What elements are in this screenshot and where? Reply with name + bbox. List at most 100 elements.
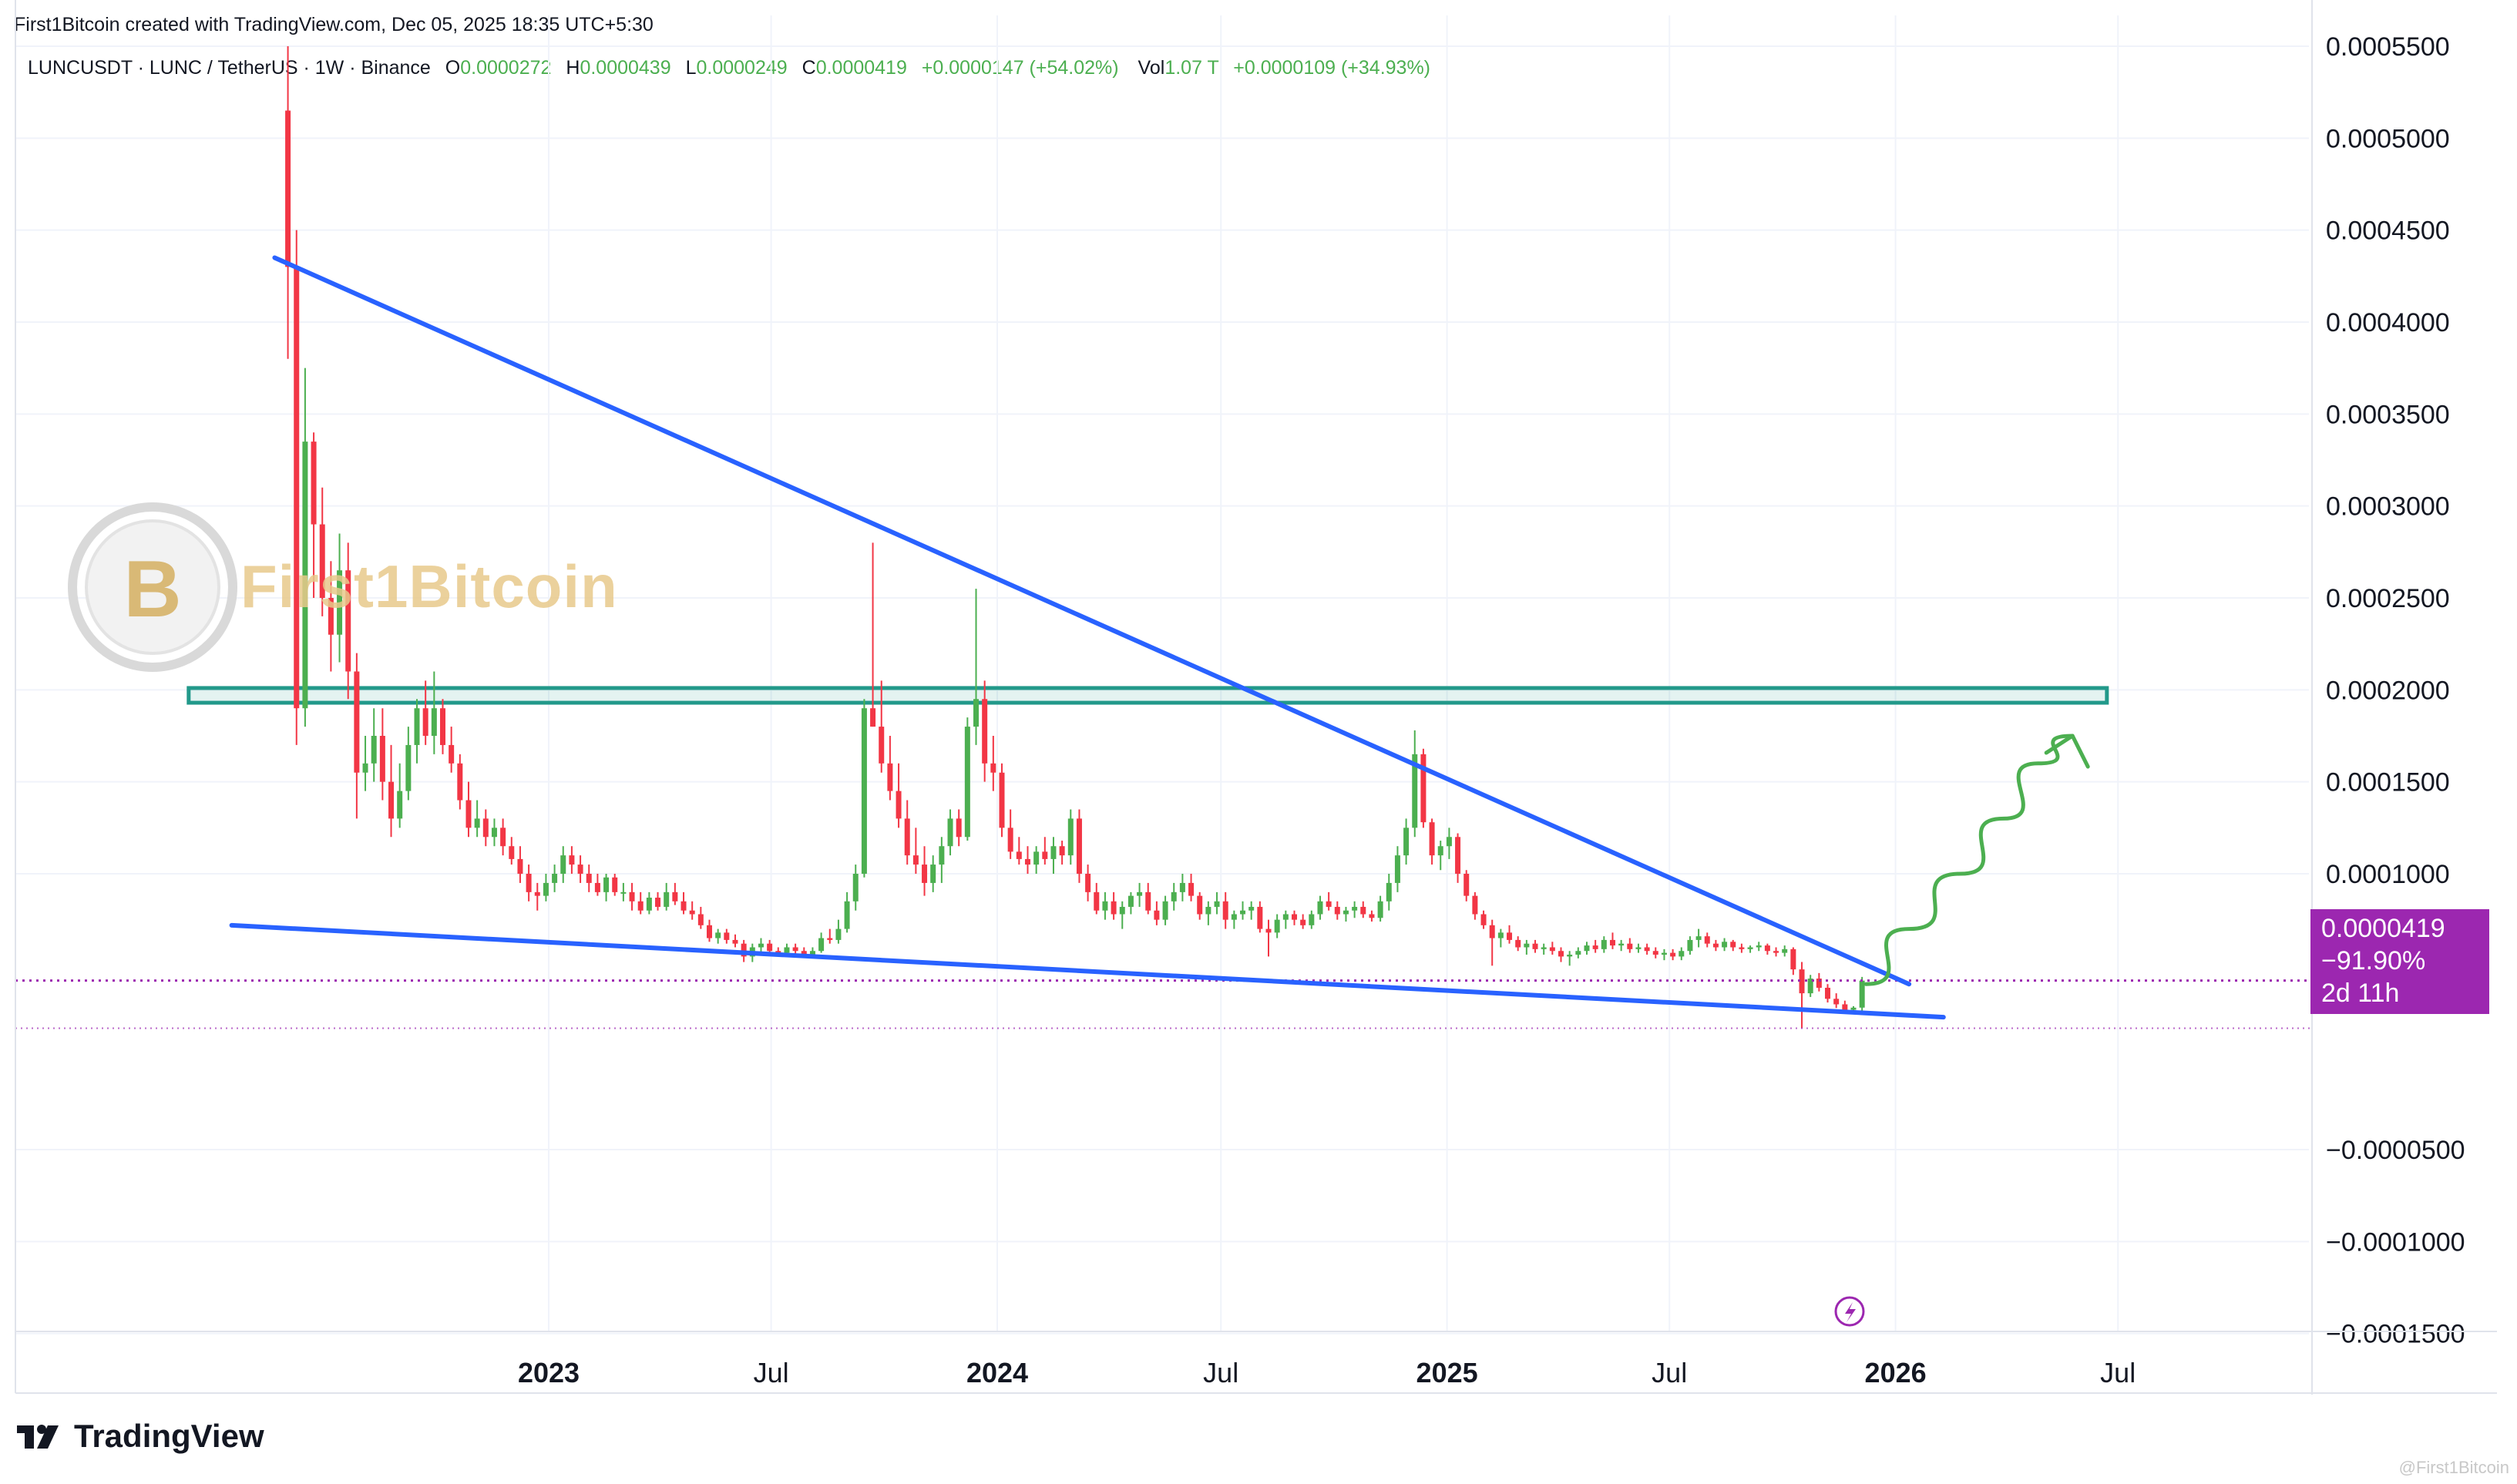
tradingview-logo[interactable]: TradingView xyxy=(17,1418,264,1455)
axes-layer: 0.0005500 0.0005000 0.0004500 0.0004000 0.00… xyxy=(15,0,2497,1395)
candle-body xyxy=(1240,910,1246,915)
candle-up xyxy=(1179,874,1185,901)
candle-up xyxy=(1282,910,1289,929)
candle-down xyxy=(388,744,395,838)
candle-body xyxy=(1050,846,1057,859)
candle-up xyxy=(1394,846,1400,892)
candle-body xyxy=(1575,951,1581,955)
candle-down xyxy=(1773,947,1779,957)
candle-down xyxy=(1549,942,1555,955)
candle-body xyxy=(655,898,661,907)
candle-down xyxy=(1480,910,1487,929)
candle-down xyxy=(311,432,317,598)
candle-body xyxy=(1722,942,1728,948)
candle-body xyxy=(947,818,953,847)
candle-body xyxy=(1300,919,1306,925)
candle-body xyxy=(1137,891,1143,896)
candle-body xyxy=(1197,895,1203,915)
candle-body xyxy=(870,708,876,727)
candle-down xyxy=(1833,993,1840,1009)
candle-down xyxy=(457,754,463,810)
candle-body xyxy=(956,818,962,838)
candle-up xyxy=(1033,846,1040,874)
candle-down xyxy=(1429,818,1435,865)
candle-body xyxy=(1016,851,1022,859)
candle-body xyxy=(1188,882,1195,896)
candle-body xyxy=(1334,906,1340,915)
candle-body xyxy=(741,943,747,957)
candle-body xyxy=(1076,818,1082,874)
candle-body xyxy=(1317,901,1323,915)
candle-down xyxy=(345,542,351,700)
candle-down xyxy=(1515,936,1521,952)
candle-down xyxy=(1712,939,1719,952)
candle-body xyxy=(422,708,428,736)
symbol-name[interactable]: LUNCUSDT · LUNC / TetherUS · 1W · Binanc… xyxy=(28,57,431,79)
candle-body xyxy=(1282,914,1289,920)
candle-body xyxy=(560,855,566,874)
candle-down xyxy=(1609,932,1615,949)
candle-down xyxy=(328,561,334,672)
candle-body xyxy=(294,267,300,709)
candle-body xyxy=(1111,901,1117,915)
candle-up xyxy=(646,891,652,915)
candle-body xyxy=(594,882,600,892)
candle-up xyxy=(664,882,670,911)
candle-body xyxy=(1609,939,1615,946)
candle-up xyxy=(844,891,850,933)
candle-down xyxy=(732,934,738,948)
candle-down xyxy=(439,699,445,754)
candle-body xyxy=(482,818,489,838)
candle-down xyxy=(1197,891,1203,920)
candle-body xyxy=(1205,906,1211,915)
candle-down xyxy=(526,865,532,901)
candle-up xyxy=(1584,942,1590,955)
y-tick-label: 0.0001000 xyxy=(2326,860,2450,889)
candle-down xyxy=(1085,865,1091,901)
candle-body xyxy=(1497,932,1504,938)
candle-body xyxy=(1377,901,1383,918)
candle-body xyxy=(431,708,437,736)
event-marker-icon[interactable] xyxy=(1834,1296,1865,1327)
candle-body xyxy=(1446,837,1452,847)
y-tick-label: 0.0005000 xyxy=(2326,124,2450,153)
candle-up xyxy=(1205,901,1211,925)
candle-body xyxy=(689,910,695,915)
candle-up xyxy=(302,368,308,727)
candle-down xyxy=(1094,882,1100,915)
candle-down xyxy=(1059,841,1065,865)
candle-up xyxy=(362,736,368,791)
candle-down xyxy=(534,882,540,911)
candle-body xyxy=(439,708,445,745)
candle-body xyxy=(1265,928,1272,933)
candle-down xyxy=(870,542,876,727)
x-tick-label: Jul xyxy=(1652,1357,1687,1388)
candle-up xyxy=(835,919,842,944)
candle-body xyxy=(758,943,764,948)
candle-down xyxy=(449,727,455,773)
candle-up xyxy=(861,699,867,878)
candle-body xyxy=(1704,936,1710,944)
candle-up xyxy=(939,837,945,883)
y-tick-label: −0.0000500 xyxy=(2326,1136,2465,1165)
candle-up xyxy=(1437,841,1443,871)
candle-down xyxy=(896,763,902,828)
candle-down xyxy=(1369,910,1375,922)
candle-body xyxy=(844,901,850,929)
candle-body xyxy=(603,877,610,892)
candle-body xyxy=(1524,943,1530,948)
candle-down xyxy=(422,680,428,745)
candle-body xyxy=(801,951,807,955)
candle-up xyxy=(1162,895,1168,925)
candle-body xyxy=(982,699,988,764)
candle-body xyxy=(1343,910,1349,915)
candle-down xyxy=(1455,833,1461,883)
candle-body xyxy=(1782,948,1788,953)
candle-body xyxy=(1799,969,1805,994)
candle-down xyxy=(1644,943,1650,955)
candle-body xyxy=(999,772,1005,828)
candles-layer xyxy=(285,46,1865,1029)
candle-body xyxy=(1179,882,1185,892)
candle-body xyxy=(1162,901,1168,920)
